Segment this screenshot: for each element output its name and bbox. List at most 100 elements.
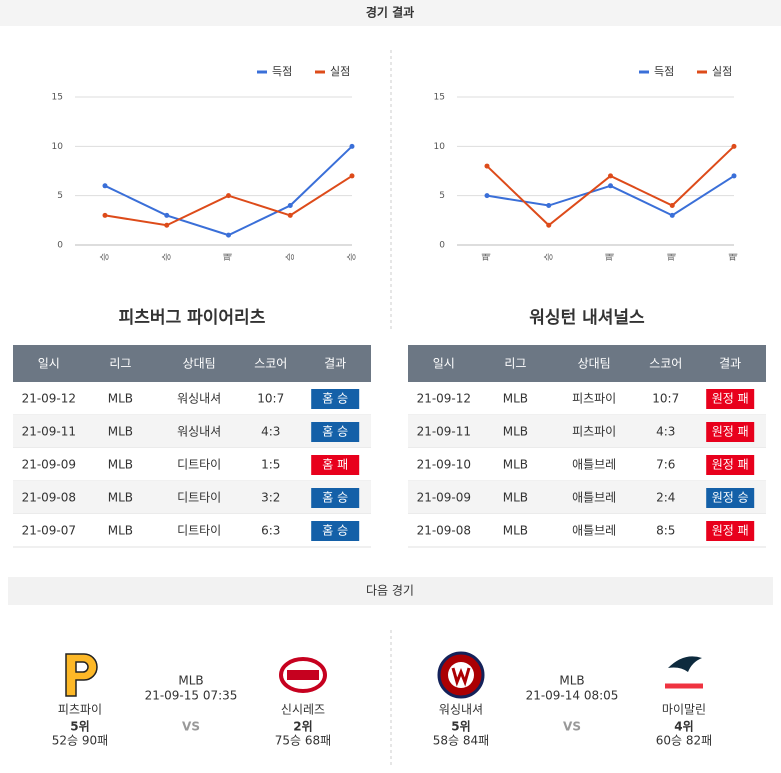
league: MLB bbox=[559, 674, 584, 688]
team-rank: 4위 bbox=[674, 720, 693, 734]
result-badge bbox=[706, 422, 755, 442]
result-badge-text: 홈 승 bbox=[322, 425, 348, 439]
table-cell: 6:3 bbox=[261, 524, 280, 538]
next-band bbox=[8, 577, 773, 605]
team-name: 워싱턴 내셔널스 bbox=[529, 308, 645, 328]
table-cell: 21-09-12 bbox=[22, 392, 76, 406]
table-cell: MLB bbox=[503, 524, 528, 538]
result-badge bbox=[706, 488, 755, 508]
y-tick-label: 5 bbox=[439, 191, 445, 201]
x-tick-label: 승 bbox=[543, 253, 554, 261]
point bbox=[608, 173, 613, 179]
legend-label: 득점 bbox=[272, 65, 292, 78]
league: MLB bbox=[178, 674, 203, 688]
table-header-cell: 스코어 bbox=[649, 357, 682, 371]
point bbox=[102, 212, 108, 218]
result-badge bbox=[311, 521, 360, 541]
result-badge-text: 홈 패 bbox=[322, 458, 348, 472]
table-cell: MLB bbox=[503, 425, 528, 439]
table-cell: 애틀브레 bbox=[572, 458, 616, 472]
point bbox=[287, 203, 293, 209]
table-cell: 4:3 bbox=[261, 425, 280, 439]
point bbox=[546, 203, 552, 209]
legend-label: 득점 bbox=[654, 65, 674, 78]
x-tick-label: 패 bbox=[482, 253, 493, 261]
point bbox=[287, 212, 293, 218]
logo bbox=[665, 656, 703, 689]
line bbox=[104, 175, 353, 227]
point bbox=[731, 173, 737, 179]
table-cell: 21-09-07 bbox=[22, 524, 76, 538]
legend-label: 실점 bbox=[712, 65, 732, 78]
table-cell: MLB bbox=[108, 458, 133, 472]
table-cell: 21-09-09 bbox=[417, 491, 471, 505]
table-header bbox=[13, 345, 371, 382]
team-rank: 5위 bbox=[451, 720, 470, 734]
point bbox=[484, 193, 490, 199]
x-tick-label: 패 bbox=[729, 253, 740, 261]
table-cell: MLB bbox=[108, 425, 133, 439]
table-cell: 1:5 bbox=[261, 458, 280, 472]
result-badge-text: 원정 패 bbox=[712, 392, 749, 406]
point bbox=[102, 183, 108, 189]
point bbox=[546, 222, 552, 228]
table-cell: 8:5 bbox=[656, 524, 675, 538]
y-tick-label: 5 bbox=[57, 191, 63, 201]
table-cell: 21-09-11 bbox=[417, 425, 471, 439]
table-cell: 애틀브레 bbox=[572, 491, 616, 505]
table-cell: MLB bbox=[108, 392, 133, 406]
point bbox=[669, 212, 675, 218]
point bbox=[608, 183, 613, 189]
team-short-name: 마이말린 bbox=[662, 703, 706, 717]
team-short-name: 피츠파이 bbox=[58, 703, 102, 717]
result-badge-text: 원정 승 bbox=[712, 491, 749, 505]
result-badge bbox=[706, 521, 755, 541]
x-tick-label: 승 bbox=[285, 253, 296, 261]
table-header-cell: 결과 bbox=[719, 357, 741, 371]
table-cell: 21-09-11 bbox=[22, 425, 76, 439]
table-header-cell: 일시 bbox=[38, 357, 60, 371]
table-cell: 디트타이 bbox=[177, 458, 221, 472]
point bbox=[484, 163, 490, 169]
table-header-cell: 상대팀 bbox=[183, 357, 216, 371]
next-title: 다음 경기 bbox=[366, 584, 414, 598]
team-record: 75승 68패 bbox=[275, 734, 331, 748]
team-short-name: 워싱내셔 bbox=[439, 703, 483, 717]
result-badge-text: 원정 패 bbox=[712, 524, 749, 538]
vs: VS bbox=[182, 720, 200, 734]
team-record: 52승 90패 bbox=[52, 734, 108, 748]
table-cell: 피츠파이 bbox=[572, 425, 616, 439]
team-short-name: 신시레즈 bbox=[281, 703, 325, 717]
y-tick-label: 15 bbox=[434, 93, 445, 103]
y-tick-label: 0 bbox=[57, 241, 63, 251]
table-cell: 디트타이 bbox=[177, 524, 221, 538]
point bbox=[349, 143, 355, 149]
table-cell: MLB bbox=[503, 491, 528, 505]
result-badge-text: 홈 승 bbox=[322, 392, 348, 406]
x-tick-label: 승 bbox=[347, 253, 358, 261]
table-cell: 21-09-09 bbox=[22, 458, 76, 472]
result-badge bbox=[706, 389, 755, 409]
table-cell: MLB bbox=[503, 392, 528, 406]
table-cell: 21-09-10 bbox=[417, 458, 471, 472]
table-cell: MLB bbox=[503, 458, 528, 472]
table-cell: 10:7 bbox=[257, 392, 284, 406]
table-header-cell: 스코어 bbox=[254, 357, 287, 371]
table-cell: 피츠파이 bbox=[572, 392, 616, 406]
y-tick-label: 15 bbox=[52, 93, 63, 103]
table-cell: 2:4 bbox=[656, 491, 675, 505]
header-title: 경기 결과 bbox=[366, 5, 414, 20]
team-rank: 2위 bbox=[293, 720, 312, 734]
result-badge-text: 홈 승 bbox=[322, 491, 348, 505]
team-record: 58승 84패 bbox=[433, 734, 489, 748]
x-tick-label: 패 bbox=[223, 253, 234, 261]
table-cell: 3:2 bbox=[261, 491, 280, 505]
table-cell: 7:6 bbox=[656, 458, 675, 472]
x-tick-label: 승 bbox=[100, 253, 111, 261]
table-cell: MLB bbox=[108, 491, 133, 505]
table-cell: 애틀브레 bbox=[572, 524, 616, 538]
point bbox=[349, 173, 355, 179]
result-badge bbox=[311, 455, 360, 475]
datetime: 21-09-14 08:05 bbox=[526, 689, 619, 703]
